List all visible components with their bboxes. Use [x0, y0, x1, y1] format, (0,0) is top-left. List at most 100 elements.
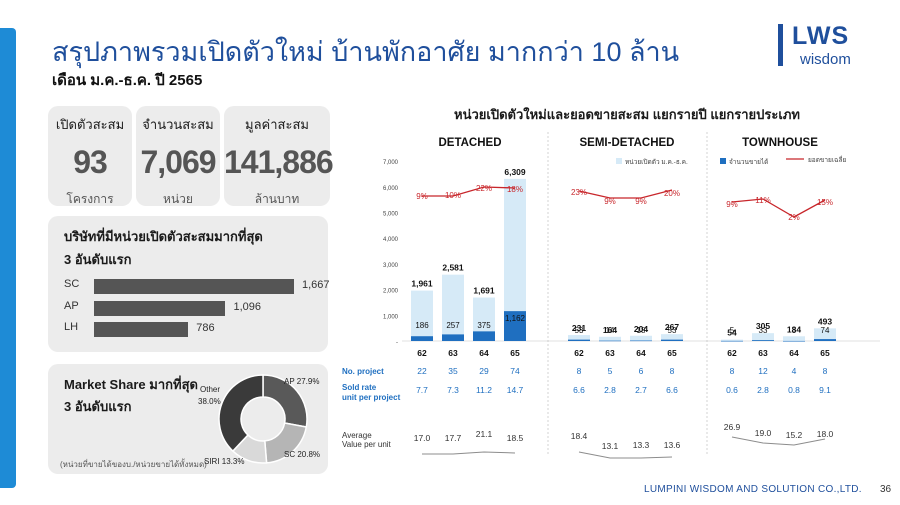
group-header: SEMI-DETACHED [580, 137, 675, 149]
y-tick-label: 1,000 [383, 314, 399, 320]
row-label-projects: No. project [342, 367, 384, 376]
page-subtitle: เดือน ม.ค.-ธ.ค. ปี 2565 [52, 72, 203, 89]
sold-label: 14 [606, 326, 615, 335]
company-value: 1,667 [302, 279, 330, 291]
sold-bar [783, 340, 805, 342]
year-label: 64 [789, 348, 799, 358]
year-label: 64 [479, 348, 489, 358]
market-share-note: (หน่วยที่ขายได้ของบ./หน่วยขายได้ทั้งหมด) [60, 460, 207, 469]
launched-bar [630, 335, 652, 341]
launched-label: 1,691 [473, 286, 495, 296]
share-label-siri: SIRI 13.3% [204, 457, 245, 466]
sold-label: 5 [730, 326, 735, 335]
legend-label-launched: หน่วยเปิดตัว ม.ค.-ธ.ค. [625, 158, 688, 166]
company-bar [94, 322, 189, 337]
page-number: 36 [880, 484, 892, 495]
page-title: สรุปภาพรวมเปิดตัวใหม่ บ้านพักอาศัย มากกว… [52, 37, 680, 67]
sold-label: 33 [759, 326, 768, 335]
y-tick-label: 5,000 [383, 212, 399, 218]
sold-bar [411, 336, 433, 341]
launched-label: 267 [665, 322, 679, 332]
sales-rate-label: 15% [817, 198, 833, 207]
sold-bar [504, 311, 526, 341]
logo-main-text: LWS [792, 22, 850, 50]
accent-bar [0, 28, 16, 488]
kpi-unit: หน่วย [163, 192, 193, 206]
company-row: LH 786 [64, 321, 324, 337]
sold-rate-value: 11.2 [476, 385, 492, 395]
y-tick-label: 3,000 [383, 263, 399, 269]
group-header: DETACHED [438, 137, 501, 149]
launched-label: 6,309 [504, 167, 526, 177]
legend-swatch-launched [616, 158, 622, 164]
share-label-other-value: 38.0% [198, 397, 221, 406]
sales-rate-line [731, 198, 826, 218]
logo-bar [778, 24, 783, 66]
project-count: 35 [448, 366, 458, 376]
kpi-card-projects: เปิดตัวสะสม 93 โครงการ [48, 106, 132, 206]
group-header: TOWNHOUSE [742, 137, 818, 149]
sales-rate-label: 18% [507, 185, 523, 194]
sold-label: 53 [668, 326, 677, 335]
sales-rate-label: 10% [445, 191, 461, 200]
sold-rate-value: 2.8 [757, 385, 769, 395]
avg-value-label: 17.0 [414, 433, 431, 443]
lws-logo: LWS wisdom [778, 22, 878, 72]
sold-rate-value: 2.8 [604, 385, 616, 395]
kpi-label: มูลค่าสะสม [245, 117, 309, 132]
year-label: 65 [667, 348, 677, 358]
launched-label: 2,581 [442, 263, 464, 273]
y-tick-label: 4,000 [383, 237, 399, 243]
year-label: 62 [417, 348, 427, 358]
launched-label: 231 [572, 323, 586, 333]
footer-company: LUMPINI WISDOM AND SOLUTION CO.,LTD. [644, 484, 862, 495]
launched-label: 493 [818, 316, 832, 326]
market-share-title: Market Share มากที่สุด [64, 377, 198, 392]
year-label: 63 [605, 348, 615, 358]
sold-label: 375 [477, 321, 491, 330]
company-name: SC [64, 278, 80, 290]
y-tick-label: 2,000 [383, 289, 399, 295]
sold-rate-value: 0.8 [788, 385, 800, 395]
launched-label: 1,961 [411, 279, 433, 289]
project-count: 6 [639, 366, 644, 376]
y-tick-label: 6,000 [383, 186, 399, 192]
sold-bar [752, 340, 774, 341]
kpi-label: จำนวนสะสม [142, 117, 214, 132]
sold-bar [630, 340, 652, 342]
market-share-subtitle: 3 อันดับแรก [64, 399, 132, 414]
y-tick-label: - [396, 340, 398, 346]
project-count: 8 [730, 366, 735, 376]
avg-value-line [578, 451, 673, 459]
market-share-card: Market Share มากที่สุด 3 อันดับแรก (หน่ว… [48, 364, 328, 474]
launched-bar [411, 290, 433, 341]
project-count: 8 [577, 366, 582, 376]
sold-label: 18 [637, 326, 646, 335]
avg-value-line [422, 451, 516, 455]
avg-value-label: 19.0 [755, 428, 772, 438]
sales-rate-line [578, 189, 673, 199]
row-label-sold-rate: Sold rate [342, 383, 377, 392]
company-row: SC 1,667 [64, 278, 330, 294]
sold-label: 3 [792, 326, 797, 335]
sold-label: 53 [575, 326, 584, 335]
share-label-sc: SC 20.8% [284, 450, 321, 459]
kpi-value: 141,886 [224, 144, 334, 180]
sales-rate-label: 2% [788, 213, 800, 222]
year-label: 65 [510, 348, 520, 358]
sold-bar [814, 339, 836, 341]
sales-rate-label: 11% [755, 196, 770, 205]
logo-sub-text: wisdom [800, 51, 851, 68]
company-bar [94, 301, 226, 316]
legend-swatch-sold [720, 158, 726, 164]
top-companies-subtitle: 3 อันดับแรก [64, 252, 132, 267]
sales-rate-line [422, 186, 516, 197]
kpi-card-value: มูลค่าสะสม 141,886 ล้านบาท [224, 106, 334, 206]
sold-bar [661, 339, 683, 341]
kpi-card-units: จำนวนสะสม 7,069 หน่วย [136, 106, 220, 206]
share-label-ap: AP 27.9% [284, 377, 320, 386]
chart-title: หน่วยเปิดตัวใหม่และยอดขายสะสม แยกรายปี แ… [454, 107, 800, 122]
avg-value-label: 18.0 [817, 429, 834, 439]
sold-rate-value: 2.7 [635, 385, 647, 395]
year-label: 63 [448, 348, 458, 358]
